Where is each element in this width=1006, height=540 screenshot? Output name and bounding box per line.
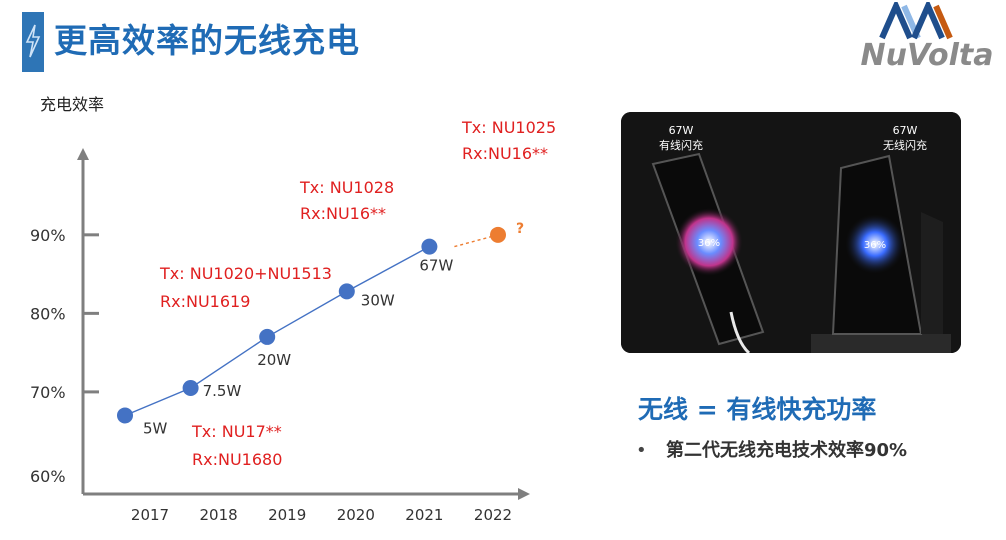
chip-label: Tx: NU1020+NU1513 (159, 264, 332, 283)
x-tick-label: 2017 (131, 506, 169, 524)
phone-comparison-photo: 67W 有线闪充 67W 无线闪充 36% 36% (621, 112, 961, 353)
power-label: 67W (419, 257, 453, 275)
right-screen-percent: 36% (864, 240, 886, 251)
power-label: 7.5W (203, 382, 242, 400)
left-caption-label: 有线闪充 (659, 138, 703, 152)
power-label: 20W (257, 351, 291, 369)
y-tick-label: 80% (30, 304, 66, 323)
right-caption-label: 无线闪充 (883, 138, 927, 152)
chip-label: Rx:NU1619 (160, 292, 250, 311)
lightning-icon (25, 24, 41, 58)
bullet-text: 第二代无线充电技术效率90% (666, 440, 908, 461)
data-point (182, 379, 199, 396)
forecast-point (490, 226, 506, 243)
data-point (421, 238, 438, 255)
summary-heading: 无线 = 有线快充功率 (638, 395, 877, 424)
chip-label: Tx: NU1025 (461, 118, 556, 137)
y-axis-arrow-icon (77, 148, 89, 160)
y-tick-label: 60% (30, 467, 66, 486)
data-point (259, 328, 276, 345)
x-tick-label: 2018 (200, 506, 238, 524)
chip-label: Tx: NU17** (191, 422, 282, 441)
brand-logo: NuVolta (852, 0, 1002, 74)
page-title: 更高效率的无线充电 (54, 21, 360, 60)
y-axis-label: 充电效率 (40, 95, 104, 114)
power-label: 5W (143, 419, 168, 437)
logo-text: NuVolta (860, 38, 994, 73)
x-tick-label: 2022 (474, 506, 512, 524)
power-label: 30W (361, 291, 395, 309)
bullet-icon: • (636, 440, 647, 461)
data-point (117, 407, 133, 424)
efficiency-chart: 充电效率 60% 70% 80% 90% 2017 2018 2019 2020 2021 2022… (30, 95, 556, 524)
chip-label: Tx: NU1028 (299, 178, 394, 197)
chip-label: Rx:NU1680 (192, 450, 282, 469)
left-caption-power: 67W (669, 124, 694, 137)
y-tick-label: 70% (30, 383, 66, 402)
chip-label: Rx:NU16** (462, 144, 548, 163)
logo-mark-icon (879, 0, 953, 40)
x-tick-label: 2021 (405, 506, 443, 524)
left-screen-percent: 36% (698, 238, 720, 249)
phones-illustration: 67W 有线闪充 67W 无线闪充 36% 36% (621, 112, 961, 353)
right-caption-power: 67W (893, 124, 918, 137)
x-tick-label: 2019 (268, 506, 306, 524)
x-axis-arrow-icon (518, 488, 530, 500)
chip-label: Rx:NU16** (300, 204, 386, 223)
x-tick-label: 2020 (337, 506, 375, 524)
data-point (338, 283, 355, 300)
y-tick-label: 90% (30, 226, 66, 245)
summary-bullet: • 第二代无线充电技术效率90% (636, 436, 907, 462)
forecast-question-label: ? (516, 221, 524, 237)
